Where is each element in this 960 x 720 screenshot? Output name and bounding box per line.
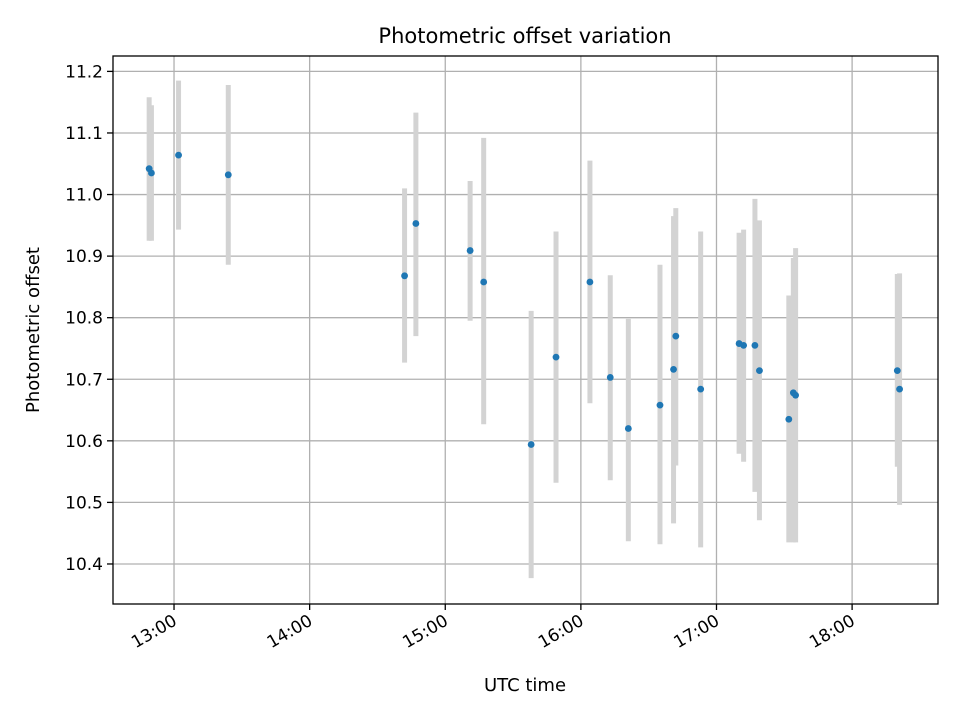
x-tick-label: 15:00 [399, 611, 451, 653]
data-point [586, 278, 594, 286]
data-point [224, 171, 232, 179]
y-tick-label: 11.2 [65, 62, 103, 82]
x-axis: 13:00 14:00 15:00 16:00 17:00 18:00 [128, 604, 859, 653]
chart-title: Photometric offset variation [378, 24, 671, 48]
data-point [148, 169, 155, 177]
data-point [893, 367, 901, 375]
y-axis-label: Photometric offset [23, 247, 44, 413]
y-tick-label: 11.1 [65, 124, 103, 144]
x-tick-label: 17:00 [671, 611, 723, 653]
data-point [401, 272, 408, 280]
data-point [656, 401, 664, 409]
data-point [792, 391, 800, 399]
data-point [785, 415, 793, 423]
y-tick-label: 10.6 [65, 432, 103, 452]
data-point [606, 374, 614, 381]
y-tick-label: 10.9 [65, 247, 103, 267]
data-point [740, 341, 748, 349]
data-point [670, 366, 677, 373]
x-tick-label: 16:00 [535, 611, 587, 653]
data-point [466, 247, 474, 254]
y-tick-label: 10.5 [65, 493, 103, 513]
plot-frame [112, 55, 939, 605]
data-point [896, 385, 903, 393]
data-point [697, 385, 705, 393]
data-point [480, 278, 488, 286]
y-tick-label: 10.7 [65, 370, 103, 390]
y-axis: 10.4 10.5 10.6 10.7 10.8 10.9 11.0 11.1 11.2 [65, 62, 113, 575]
marker-layer [145, 151, 903, 448]
data-point [527, 441, 535, 448]
y-tick-label: 11.0 [65, 186, 103, 206]
data-point [672, 332, 680, 340]
x-tick-label: 14:00 [264, 611, 316, 653]
grid-layer [113, 56, 938, 604]
y-tick-label: 10.8 [65, 309, 103, 329]
x-axis-label: UTC time [484, 675, 566, 696]
errorbar-layer [146, 80, 903, 579]
x-tick-label: 13:00 [128, 611, 180, 653]
x-tick-label: 18:00 [806, 611, 858, 653]
data-point [412, 220, 420, 227]
data-point [751, 341, 759, 349]
data-point [552, 353, 560, 361]
data-point [756, 367, 763, 375]
data-point [624, 425, 632, 432]
y-tick-label: 10.4 [65, 555, 103, 575]
data-point [175, 151, 182, 159]
